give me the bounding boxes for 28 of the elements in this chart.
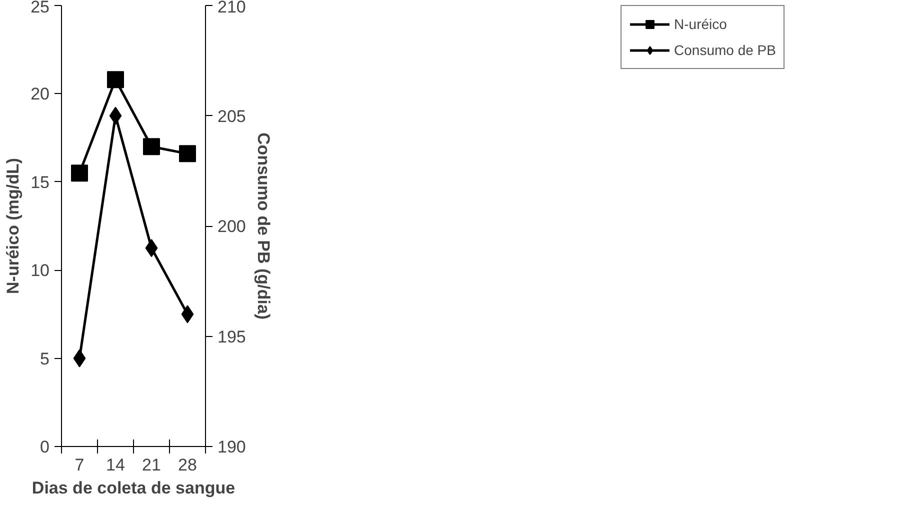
legend-label: Consumo de PB — [674, 42, 776, 58]
point — [109, 106, 122, 125]
x-tick-label: 14 — [106, 456, 125, 474]
y2-tick-label: 195 — [218, 327, 246, 346]
x-axis-title: Dias de coleta de sangue — [32, 478, 236, 498]
legend-label: N-uréico — [674, 16, 727, 32]
y-tick-label: 5 — [40, 349, 50, 368]
y-axis-title: N-uréico (mg/dL) — [4, 158, 23, 294]
point — [143, 138, 160, 156]
y2-tick-label: 200 — [218, 217, 246, 236]
point — [179, 145, 196, 162]
y-tick-label: 0 — [40, 438, 50, 456]
y2-axis-title: Consumo de PB (g/dia) — [254, 132, 273, 320]
point — [145, 239, 158, 258]
x-tick-label: 21 — [142, 456, 161, 474]
y-tick-label: 10 — [30, 261, 50, 280]
y2-tick-label: 210 — [218, 0, 246, 16]
point — [73, 349, 86, 368]
x-tick-label: 7 — [74, 456, 84, 474]
x-tick-label: 28 — [178, 456, 197, 474]
y-tick-label: 20 — [30, 84, 50, 104]
y-tick-label: 25 — [30, 0, 50, 16]
y2-tick-label: 205 — [218, 106, 246, 126]
point — [107, 71, 124, 88]
y2-tick-label: 190 — [218, 438, 246, 456]
point — [181, 305, 194, 324]
point — [71, 164, 88, 182]
y-tick-label: 15 — [30, 172, 50, 192]
